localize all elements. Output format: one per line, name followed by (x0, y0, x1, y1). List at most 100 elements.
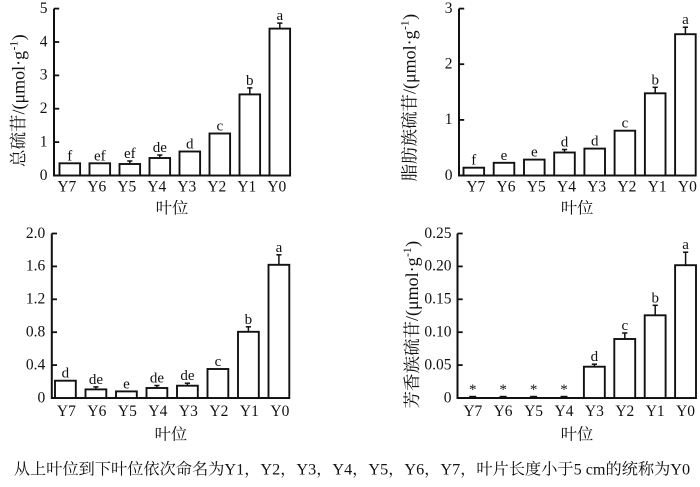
svg-text:f: f (471, 153, 476, 169)
svg-text:b: b (246, 73, 254, 89)
svg-text:1.2: 1.2 (26, 291, 45, 308)
svg-text:b: b (245, 312, 253, 328)
svg-text:Y5: Y5 (368, 461, 388, 479)
svg-text:d: d (186, 137, 194, 153)
svg-text:a: a (682, 237, 689, 253)
svg-text:Y4: Y4 (147, 179, 166, 196)
svg-text:Y3: Y3 (587, 179, 606, 196)
svg-text:/(μmol·g: /(μmol·g (8, 51, 29, 115)
svg-text:Y2: Y2 (209, 403, 228, 420)
svg-text:3: 3 (445, 0, 453, 17)
svg-text:Y7: Y7 (57, 179, 76, 196)
svg-text:c: c (622, 116, 629, 132)
svg-text:Y1: Y1 (237, 179, 256, 196)
svg-text:*: * (499, 382, 507, 398)
svg-text:0.20: 0.20 (424, 258, 451, 275)
svg-text:ef: ef (94, 148, 106, 164)
svg-text:c: c (621, 318, 628, 334)
svg-text:Y4: Y4 (332, 461, 352, 479)
svg-text:4: 4 (40, 33, 48, 50)
svg-text:0.8: 0.8 (26, 324, 46, 341)
svg-text:Y5: Y5 (527, 179, 546, 196)
svg-text:1: 1 (445, 111, 453, 128)
svg-text:Y5: Y5 (117, 179, 136, 196)
svg-text:Y3: Y3 (177, 179, 196, 196)
svg-text:Y0: Y0 (676, 403, 695, 420)
svg-text:0: 0 (445, 167, 453, 184)
svg-text:e: e (501, 148, 508, 164)
svg-text:e: e (531, 145, 538, 161)
svg-text:b: b (651, 72, 659, 88)
svg-text:Y6: Y6 (87, 179, 106, 196)
svg-text:d: d (561, 135, 569, 151)
svg-text:-1: -1 (400, 20, 412, 30)
svg-text:0.15: 0.15 (424, 291, 451, 308)
svg-text:Y2: Y2 (615, 403, 634, 420)
svg-text:d: d (62, 366, 70, 382)
svg-text:Y0: Y0 (670, 461, 690, 479)
svg-text:2: 2 (445, 56, 453, 73)
svg-text:3: 3 (40, 67, 48, 84)
svg-text:*: * (530, 382, 538, 398)
svg-text:e: e (123, 376, 130, 392)
svg-text:/(μmol·g: /(μmol·g (402, 257, 423, 321)
svg-text:f: f (67, 148, 72, 164)
svg-text:Y2: Y2 (617, 179, 636, 196)
svg-text:): ) (8, 34, 29, 40)
svg-text:Y1: Y1 (646, 403, 665, 420)
svg-text:-1: -1 (8, 41, 20, 51)
svg-text:Y4: Y4 (557, 179, 576, 196)
svg-text:-1: -1 (402, 247, 414, 257)
svg-text:2.0: 2.0 (26, 225, 46, 242)
svg-text:Y1: Y1 (240, 403, 259, 420)
svg-text:Y2: Y2 (207, 179, 226, 196)
svg-text:a: a (276, 8, 283, 24)
svg-text:Y7: Y7 (463, 403, 482, 420)
svg-text:Y6: Y6 (497, 179, 516, 196)
svg-text:Y1: Y1 (224, 461, 244, 479)
svg-text:b: b (651, 290, 659, 306)
svg-text:2: 2 (40, 100, 48, 117)
svg-text:Y7: Y7 (440, 461, 460, 479)
svg-text:0: 0 (38, 389, 46, 406)
svg-text:0: 0 (444, 389, 452, 406)
svg-text:Y6: Y6 (404, 461, 424, 479)
svg-text:Y4: Y4 (555, 403, 574, 420)
svg-text:0: 0 (40, 167, 48, 184)
svg-text:Y7: Y7 (466, 179, 485, 196)
svg-text:a: a (276, 240, 283, 256)
svg-text:Y4: Y4 (148, 403, 167, 420)
svg-text:Y7: Y7 (57, 403, 76, 420)
svg-text:c: c (216, 119, 223, 135)
svg-text:0.10: 0.10 (424, 324, 451, 341)
svg-text:0.4: 0.4 (26, 356, 46, 373)
svg-text:Y6: Y6 (87, 403, 106, 420)
svg-text:Y3: Y3 (296, 461, 316, 479)
svg-text:): ) (402, 241, 423, 247)
svg-text:de: de (153, 140, 168, 156)
svg-text:Y2: Y2 (260, 461, 280, 479)
svg-text:/(μmol·g: /(μmol·g (400, 30, 421, 94)
svg-text:Y1: Y1 (648, 179, 667, 196)
svg-text:0.05: 0.05 (424, 356, 451, 373)
svg-text:de: de (89, 372, 104, 388)
svg-text:*: * (560, 382, 568, 398)
svg-text:): ) (400, 14, 421, 20)
svg-text:1.6: 1.6 (26, 258, 46, 275)
svg-text:Y5: Y5 (118, 403, 137, 420)
svg-text:Y0: Y0 (267, 179, 286, 196)
svg-text:Y6: Y6 (494, 403, 513, 420)
svg-text:de: de (180, 368, 195, 384)
svg-text:Y0: Y0 (678, 179, 697, 196)
svg-text:*: * (469, 382, 477, 398)
svg-text:a: a (682, 12, 689, 28)
svg-text:d: d (591, 134, 599, 150)
svg-text:5 cm: 5 cm (574, 461, 606, 479)
svg-text:5: 5 (40, 0, 48, 17)
svg-text:c: c (215, 354, 222, 370)
svg-text:Y3: Y3 (179, 403, 198, 420)
svg-text:1: 1 (40, 133, 48, 150)
svg-text:Y5: Y5 (524, 403, 543, 420)
svg-text:0.25: 0.25 (424, 225, 451, 242)
svg-text:Y3: Y3 (585, 403, 604, 420)
